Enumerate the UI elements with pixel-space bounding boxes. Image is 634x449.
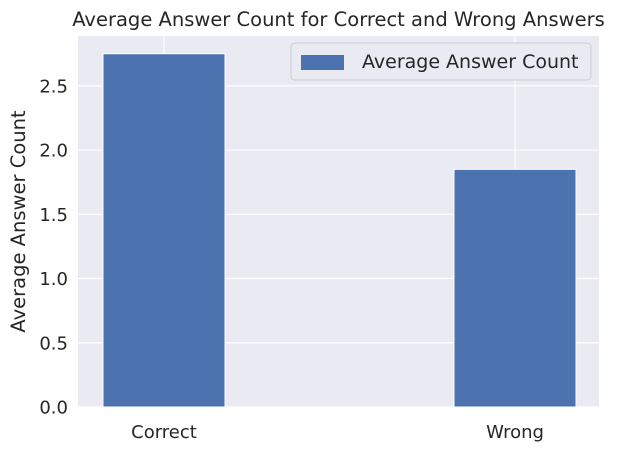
y-tick-label: 0.0 (39, 398, 68, 419)
y-tick-label: 1.0 (39, 269, 68, 290)
y-axis-label: Average Answer Count (7, 110, 30, 333)
x-tick-label: Wrong (486, 422, 544, 443)
y-tick-label: 2.5 (39, 76, 68, 97)
chart-title: Average Answer Count for Correct and Wro… (72, 8, 605, 31)
x-tick-label: Correct (131, 422, 197, 443)
bar-correct (103, 54, 225, 407)
bar-wrong (454, 169, 576, 407)
x-axis-ticks: Correct Wrong (131, 422, 544, 443)
y-tick-label: 1.5 (39, 205, 68, 226)
y-axis-ticks: 0.0 0.5 1.0 1.5 2.0 2.5 (39, 76, 68, 418)
legend: Average Answer Count (291, 43, 591, 80)
legend-label: Average Answer Count (362, 51, 579, 73)
y-tick-label: 2.0 (39, 141, 68, 162)
legend-swatch (301, 55, 344, 70)
y-tick-label: 0.5 (39, 333, 68, 354)
